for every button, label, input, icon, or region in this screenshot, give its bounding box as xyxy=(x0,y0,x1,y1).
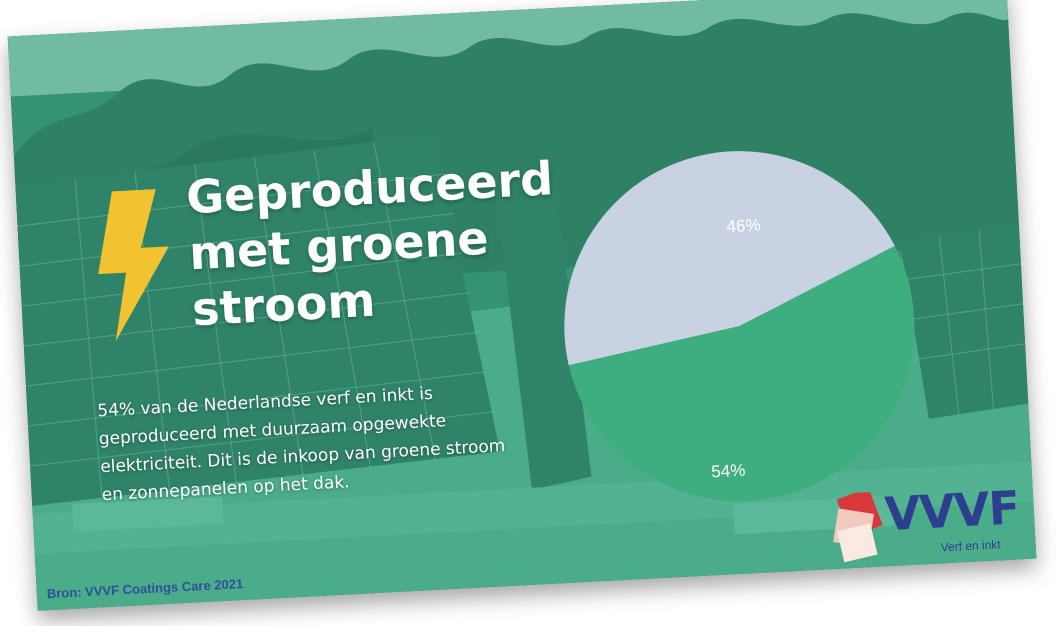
pie-slice xyxy=(564,151,895,366)
slide-description: 54% van de Nederlandse verf en inkt is g… xyxy=(96,383,506,506)
pie-slice xyxy=(568,245,915,502)
vvvf-logo: VVVF Verf en inkt xyxy=(828,480,1022,569)
slide-title: Geproduceerd met groene stroom xyxy=(185,150,560,337)
pie-label-54: 54% xyxy=(710,460,746,482)
vvvf-logo-mark xyxy=(833,491,883,563)
logo-wordmark: VVVF xyxy=(883,480,1021,542)
pie-label-46: 46% xyxy=(726,215,762,237)
lightning-bolt-icon xyxy=(98,189,169,342)
pie-chart xyxy=(564,151,915,502)
logo-tagline: Verf en inkt xyxy=(940,537,1001,555)
slide-card: Geproduceerd met groene stroom 54% van d… xyxy=(7,0,1037,611)
